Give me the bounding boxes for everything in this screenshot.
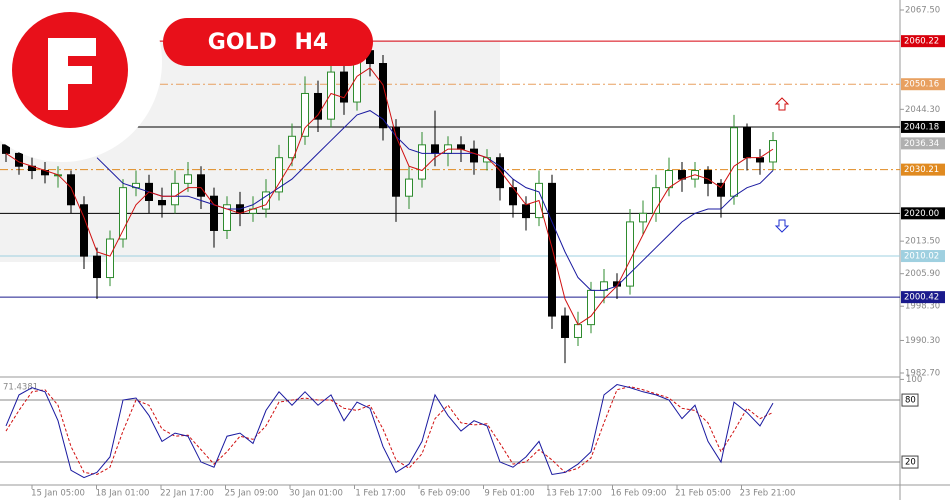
candle-body: [67, 174, 75, 206]
plot: 2067.50 2044.30 2013.50 2005.90 1998.30 1990.…: [0, 6, 945, 499]
level-tag: [901, 35, 945, 48]
x-tick-label: 18 Jan 01:00: [96, 489, 150, 499]
candle-body: [223, 204, 231, 231]
level-tag: [901, 120, 945, 133]
level-label: 2000.42: [904, 293, 939, 303]
title: GOLD H4: [208, 30, 328, 55]
candle-body: [327, 71, 335, 120]
y-tick-label: 2067.50: [905, 6, 940, 16]
candle-body: [262, 191, 270, 210]
candle-body: [158, 199, 166, 206]
x-tick-label: 25 Jan 09:00: [225, 489, 279, 499]
title-pill: [163, 18, 373, 66]
level-label: 2030.21: [904, 165, 939, 175]
stoch-level-label: 80: [905, 396, 916, 406]
x-tick-label: 9 Feb 01:00: [484, 489, 534, 499]
candle-body: [80, 204, 88, 257]
down-arrow: [774, 219, 790, 233]
stoch-label: 71.4381: [3, 383, 38, 393]
candle-body: [405, 178, 413, 197]
y-tick-label: 1998.30: [905, 302, 940, 312]
candle-body: [730, 127, 738, 197]
y-tick-label: 2013.50: [905, 237, 940, 247]
candle-body: [574, 324, 582, 338]
candle-body: [418, 144, 426, 180]
y-tick-label: 2044.30: [905, 105, 940, 115]
level-tag: [901, 291, 945, 304]
candle-body: [652, 187, 660, 214]
candle-body: [470, 148, 478, 163]
candle-body: [561, 315, 569, 338]
candle-body: [119, 187, 127, 240]
candle-body: [106, 238, 114, 279]
candle-body: [639, 212, 647, 223]
candle-body: [717, 182, 725, 197]
logo: GOLD H4: [0, 0, 373, 162]
x-tick-label: 30 Jan 01:00: [289, 489, 343, 499]
candle-body: [743, 127, 751, 159]
candle-body: [548, 182, 556, 317]
candle-body: [704, 170, 712, 184]
level-tag: [901, 207, 945, 220]
level-label: 2040.18: [904, 122, 939, 132]
x-tick-label: 13 Feb 17:00: [546, 489, 602, 499]
candle-body: [379, 63, 387, 129]
candle-body: [288, 135, 296, 159]
stoch-tag: [901, 455, 919, 469]
x-tick-label: 15 Jan 05:00: [31, 489, 85, 499]
x-tick-label: 6 Feb 09:00: [420, 489, 470, 499]
candle-body: [626, 221, 634, 287]
level-label: 2020.00: [904, 209, 939, 219]
candle-body: [93, 255, 101, 279]
level-tag: [901, 78, 945, 91]
x-tick-label: 1 Feb 17:00: [355, 489, 405, 499]
level-tag: [901, 163, 945, 176]
candle-body: [587, 289, 595, 326]
x-tick-label: 21 Feb 05:00: [675, 489, 731, 499]
candle-body: [392, 127, 400, 197]
x-tick-label: 22 Jan 17:00: [160, 489, 214, 499]
ma-fast: [5, 67, 774, 326]
level-label: 2050.16: [904, 80, 939, 90]
stoch-signal: [5, 386, 774, 475]
candle-body: [522, 204, 530, 219]
ma-slow: [96, 110, 774, 291]
candle-body: [314, 92, 322, 120]
y-tick-label: 1990.30: [905, 336, 940, 346]
candle-body: [665, 170, 673, 189]
stoch-tag: [901, 393, 919, 407]
level-label: 2060.22: [904, 37, 939, 47]
y-tick-label: 2005.90: [905, 269, 940, 279]
stoch-level-label: 20: [905, 458, 916, 468]
x-tick-label: 16 Feb 09:00: [611, 489, 667, 499]
x-tick-label: 23 Feb 21:00: [740, 489, 796, 499]
candle-body: [301, 92, 309, 137]
stoch-main: [5, 384, 774, 479]
stoch-tick-label: 100: [906, 375, 922, 385]
candle-body: [197, 174, 205, 197]
y-tick-label: 1982.70: [905, 369, 940, 379]
candle-body: [457, 144, 465, 150]
level-label: 2010.02: [904, 252, 939, 262]
candle-body: [496, 157, 504, 189]
candle-body: [431, 144, 439, 154]
candle-body: [210, 195, 218, 231]
level-tag: [901, 137, 945, 150]
candle-body: [340, 71, 348, 103]
up-arrow: [774, 97, 790, 111]
candle-body: [756, 157, 764, 163]
candle-body: [275, 157, 283, 193]
candle-body: [184, 174, 192, 184]
level-label: 2036.34: [904, 139, 939, 149]
level-tag: [901, 250, 945, 263]
logo-f: [48, 38, 96, 110]
